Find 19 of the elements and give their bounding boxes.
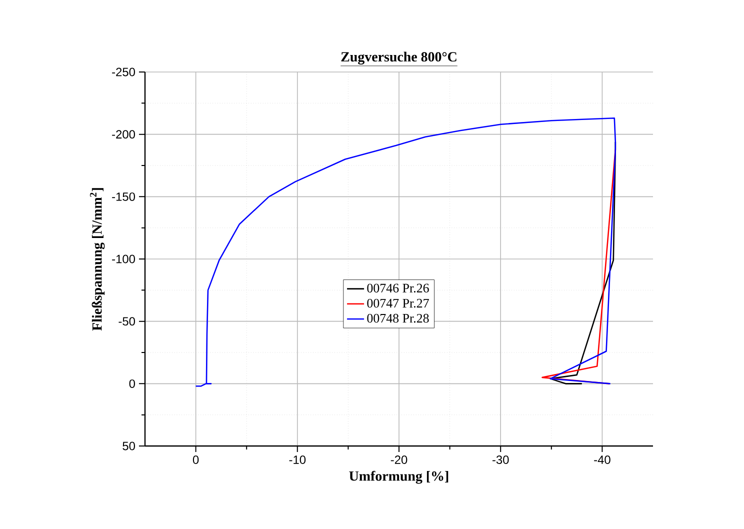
x-axis-title: Umformung [%] (349, 470, 448, 484)
y-tick-label: 50 (122, 442, 136, 450)
x-tick-label: 0 (192, 456, 199, 464)
x-tick-label: -30 (492, 456, 509, 464)
line-series (195, 117, 616, 387)
y-tick-label: -250 (112, 68, 136, 76)
x-tick-label: -10 (289, 456, 306, 464)
x-tick-label: -20 (390, 456, 408, 464)
y-tick-label: -200 (112, 130, 136, 139)
legend-label: 00748 Pr.28 (367, 314, 429, 323)
y-tick-label: -50 (118, 317, 136, 326)
y-tick-label: -150 (112, 192, 136, 201)
y-tick-label: 0 (129, 379, 136, 388)
y-axis-title: Fließspannung [N/mm$^{2}$] (90, 188, 105, 331)
legend-label: 00746 Pr.26 (367, 284, 429, 293)
chart-title: Zugversuche 800°C (341, 52, 456, 64)
x-tick-label: -40 (594, 456, 610, 464)
y-tick-label: -100 (112, 254, 136, 264)
legend-label: 00747 Pr.27 (367, 298, 429, 308)
